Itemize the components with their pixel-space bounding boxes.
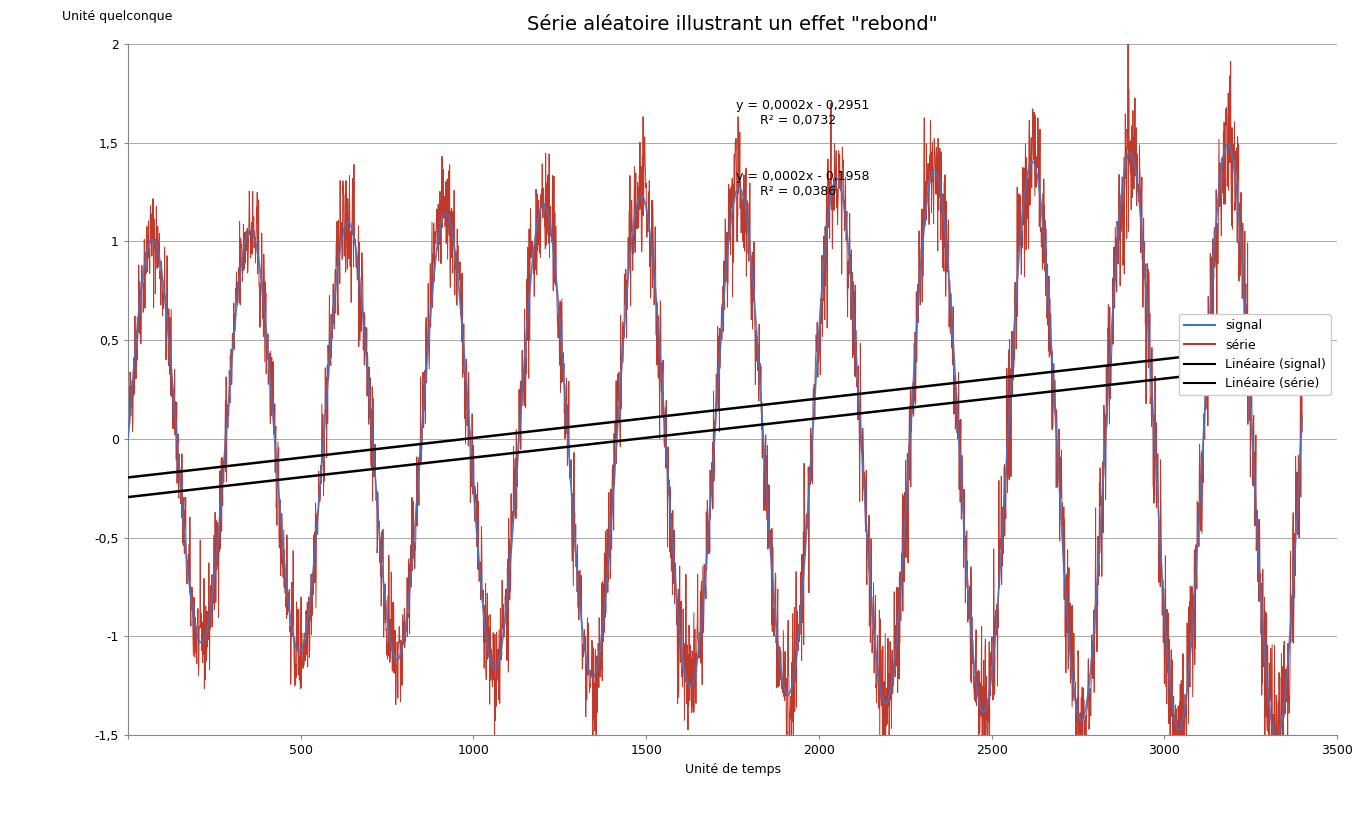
Title: Série aléatoire illustrant un effet "rebond": Série aléatoire illustrant un effet "reb… xyxy=(527,15,938,34)
Text: y = 0,0002x - 0,2951
      R² = 0,0732: y = 0,0002x - 0,2951 R² = 0,0732 xyxy=(736,99,870,127)
X-axis label: Unité de temps: Unité de temps xyxy=(684,763,781,776)
Text: y = 0,0002x - 0,1958
      R² = 0,0386: y = 0,0002x - 0,1958 R² = 0,0386 xyxy=(736,170,870,198)
Legend: signal, série, Linéaire (signal), Linéaire (série): signal, série, Linéaire (signal), Linéai… xyxy=(1179,315,1331,395)
Y-axis label: Unité quelconque: Unité quelconque xyxy=(62,10,172,23)
